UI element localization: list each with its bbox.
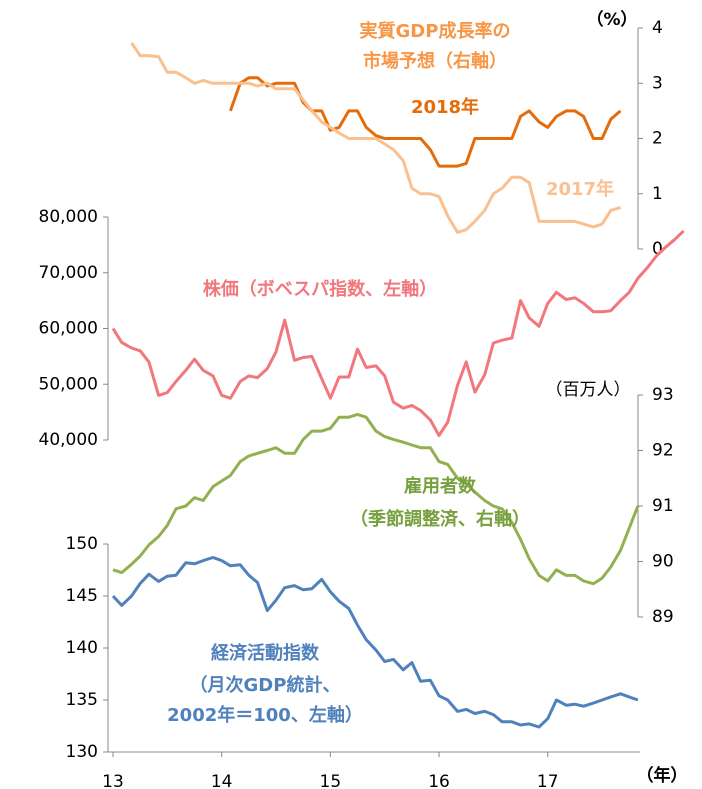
y-tick-label: 4: [652, 18, 663, 38]
y-tick-label: 150: [66, 534, 98, 554]
y-tick-label: 92: [652, 441, 674, 461]
y-tick-label: 140: [66, 638, 98, 658]
x-tick-label: 14: [211, 772, 233, 789]
y-tick-label: 0: [652, 239, 663, 259]
panel-label: 株価（ボベスパ指数、左軸）: [203, 278, 437, 300]
panel-label: （季節調整済、右軸）: [350, 508, 530, 530]
y-tick-label: 1: [652, 184, 663, 204]
y-tick-label: 93: [652, 385, 674, 405]
x-tick-label: 13: [102, 772, 124, 789]
y-tick-label: 3: [652, 73, 663, 93]
series-line: [112, 412, 640, 586]
y-tick-label: 130: [66, 742, 98, 762]
y-tick-label: 90: [652, 552, 674, 572]
y-tick-label: 2: [652, 129, 663, 149]
series-line: [111, 229, 685, 437]
unit-label: （百万人）: [546, 380, 631, 400]
x-tick-label: 17: [537, 772, 559, 789]
panel-label: 市場予想（右軸）: [363, 50, 507, 72]
y-tick-label: 60,000: [39, 319, 98, 339]
series-label: 2017年: [546, 178, 614, 200]
y-tick-label: 91: [652, 496, 674, 516]
x-tick-label: 16: [428, 772, 450, 789]
x-tick-label: 15: [320, 772, 342, 789]
y-tick-label: 70,000: [39, 263, 98, 283]
unit-label: （年）: [637, 765, 688, 786]
unit-label: （%）: [586, 9, 637, 30]
panel-label: 経済活動指数: [211, 642, 320, 664]
series-line: [228, 76, 622, 168]
series-line: [111, 556, 639, 729]
series-label: 2018年: [411, 96, 479, 118]
panel-label: （月次GDP統計、: [190, 674, 341, 696]
y-tick-label: 135: [66, 690, 98, 710]
y-tick-label: 145: [66, 586, 98, 606]
panel-label: 雇用者数: [404, 475, 477, 497]
y-tick-label: 40,000: [39, 430, 98, 450]
y-tick-label: 50,000: [39, 374, 98, 394]
y-tick-label: 80,000: [39, 207, 98, 227]
panel-label: 2002年＝100、左軸）: [167, 704, 363, 726]
panel-label: 実質GDP成長率の: [360, 20, 511, 42]
series-line: [130, 42, 621, 234]
y-tick-label: 89: [652, 607, 674, 627]
